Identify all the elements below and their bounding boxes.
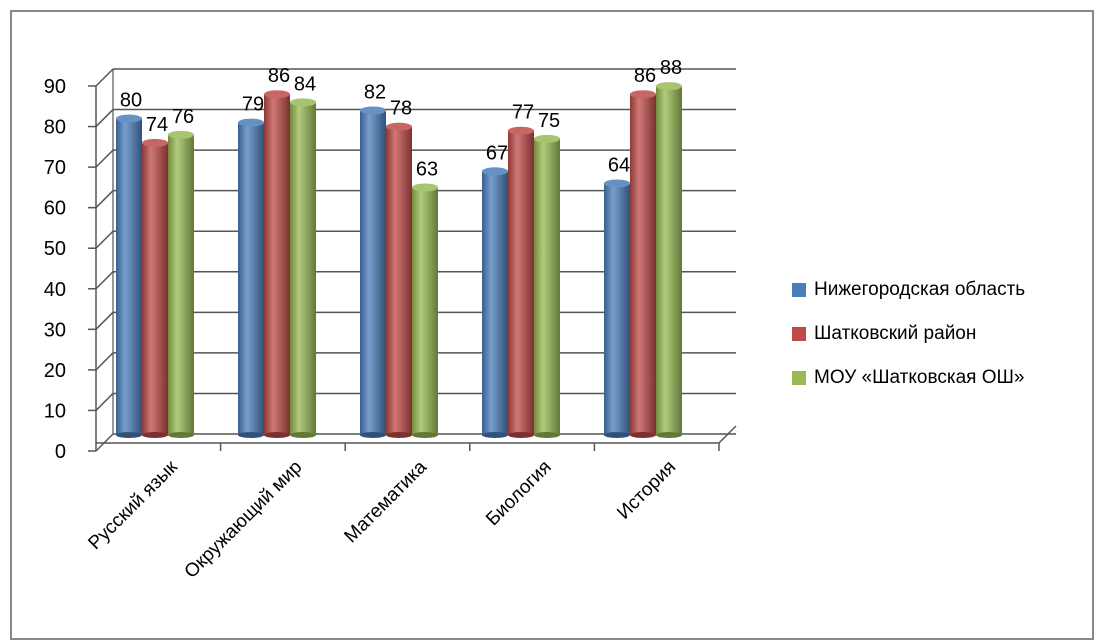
y-tick-label: 60 [44, 198, 66, 220]
gridline-side [95, 392, 114, 411]
gridline-side [95, 311, 114, 330]
data-label: 80 [120, 90, 142, 112]
legend: Нижегородская область Шатковский район М… [792, 268, 1025, 400]
gridline-side [95, 109, 114, 128]
bar [412, 183, 438, 438]
bar [238, 118, 264, 438]
legend-label-0: Нижегородская область [814, 279, 1026, 300]
y-tick-label: 90 [44, 76, 66, 98]
data-label: 86 [634, 65, 656, 87]
y-tick-label: 80 [44, 117, 66, 139]
data-label: 78 [390, 98, 412, 120]
gridline-side [95, 68, 114, 87]
x-category-label: Биология [482, 457, 555, 530]
bar [386, 122, 412, 438]
legend-swatch-2 [792, 371, 806, 385]
data-label: 76 [172, 106, 194, 128]
y-tick-label: 70 [44, 157, 66, 179]
data-label: 74 [146, 114, 168, 136]
data-label: 84 [294, 73, 316, 95]
y-tick-label: 50 [44, 238, 66, 260]
legend-label-2: МОУ «Шатковская ОШ» [814, 367, 1025, 388]
bar [360, 106, 386, 438]
x-category-label: История [613, 457, 680, 524]
bar [508, 126, 534, 438]
data-label: 82 [364, 81, 386, 103]
x-category-label: Математика [340, 456, 431, 547]
y-tick-label: 20 [44, 360, 66, 382]
bar [142, 138, 168, 438]
floor-edge [718, 425, 737, 444]
y-tick-label: 10 [44, 400, 66, 422]
data-label: 75 [538, 110, 560, 132]
bar [168, 130, 194, 438]
gridline-side [95, 190, 114, 209]
y-tick-label: 40 [44, 279, 66, 301]
bar [482, 167, 508, 438]
legend-item-series-1: Шатковский район [792, 312, 1025, 356]
bar [534, 134, 560, 438]
legend-item-series-0: Нижегородская область [792, 268, 1025, 312]
bar [116, 114, 142, 438]
gridline-side [95, 230, 114, 249]
data-label: 79 [242, 94, 264, 116]
data-label: 88 [660, 57, 682, 79]
legend-label-1: Шатковский район [814, 323, 977, 344]
bar [264, 90, 290, 438]
bars [116, 82, 682, 438]
legend-item-series-2: МОУ «Шатковская ОШ» [792, 356, 1025, 400]
bar [656, 82, 682, 438]
data-label: 77 [512, 102, 534, 124]
data-label: 86 [268, 65, 290, 87]
gridline-side [95, 149, 114, 168]
x-category-label: Окружающий мир [181, 457, 307, 583]
legend-swatch-1 [792, 327, 806, 341]
y-tick-label: 30 [44, 319, 66, 341]
x-category-label: Русский язык [84, 456, 182, 554]
data-label: 63 [416, 159, 438, 181]
gridline-side [95, 352, 114, 371]
bar [630, 90, 656, 438]
data-label: 64 [608, 154, 630, 176]
legend-swatch-0 [792, 283, 806, 297]
bar [290, 98, 316, 438]
bar [604, 179, 630, 438]
data-label: 67 [486, 142, 508, 164]
y-tick-label: 0 [55, 441, 66, 463]
gridline-side [95, 271, 114, 290]
